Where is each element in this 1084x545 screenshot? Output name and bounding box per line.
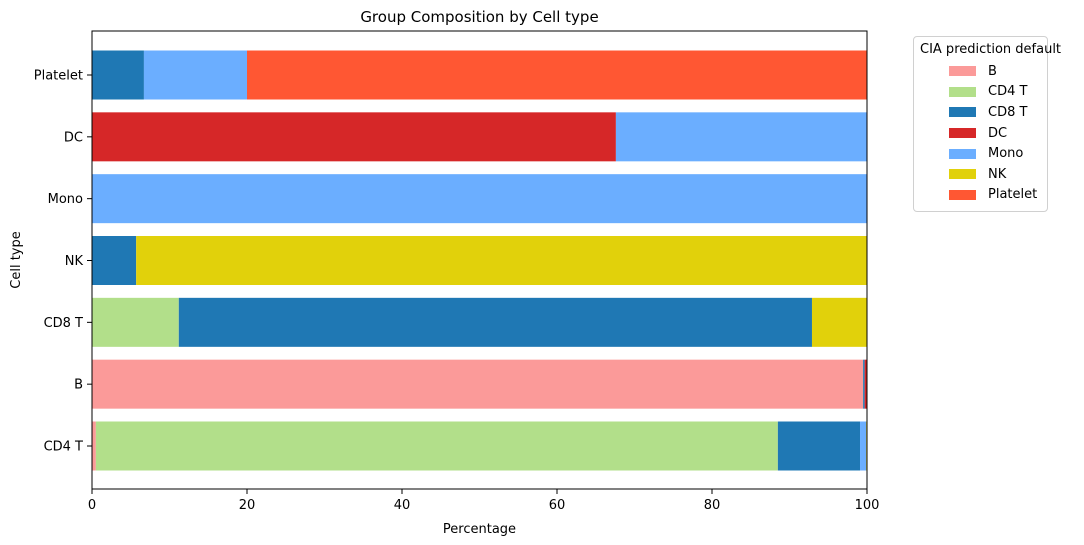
legend-title: CIA prediction default [920, 42, 1062, 57]
legend-label: CD8 T [988, 104, 1028, 120]
legend-item-nk: NK [920, 164, 1041, 185]
legend-swatch [949, 148, 976, 159]
x-tick-label: 0 [88, 498, 96, 513]
x-tick-label: 60 [549, 498, 566, 513]
bar-cd4-t-cd8-t [777, 421, 861, 471]
y-tick-label-platelet: Platelet [34, 69, 83, 84]
bar-dc-mono [615, 112, 867, 162]
bars-layer [92, 50, 868, 471]
legend-item-b: B [920, 61, 1041, 82]
legend-item-dc: DC [920, 123, 1041, 144]
x-tick-label: 20 [239, 498, 256, 513]
bar-platelet-platelet [247, 50, 867, 100]
legend-swatch [949, 66, 976, 77]
bar-platelet-mono [143, 50, 247, 100]
legend-item-mono: Mono [920, 143, 1041, 164]
x-axis: 0 20 40 60 80 100 [88, 489, 880, 513]
legend-swatch [949, 107, 976, 118]
x-tick-label: 80 [704, 498, 721, 513]
y-tick-label-dc: DC [64, 130, 83, 145]
legend-swatch [949, 86, 976, 97]
bar-dc-dc [92, 112, 616, 162]
y-tick-label-cd8-t: CD8 T [44, 316, 83, 331]
legend-label: DC [988, 125, 1008, 141]
legend-label: Platelet [988, 187, 1038, 203]
bar-nk-cd8-t [92, 236, 137, 285]
bar-cd8-t-nk [811, 297, 867, 347]
x-axis-label: Percentage [443, 522, 516, 537]
bar-nk-nk [136, 236, 868, 285]
legend-item-platelet: Platelet [920, 185, 1041, 206]
y-axis-label: Cell type [9, 231, 24, 288]
y-tick-label-nk: NK [65, 254, 84, 269]
bar-mono-mono [92, 174, 867, 224]
legend-items: B CD4 T CD8 T DC Mono NK Platelet [920, 61, 1041, 205]
legend-swatch [949, 189, 976, 200]
bar-cd8-t-cd4-t [92, 297, 179, 347]
legend-swatch [949, 128, 976, 139]
legend-label: B [988, 63, 997, 79]
x-tick-label: 40 [394, 498, 411, 513]
chart-title: Group Composition by Cell type [360, 8, 598, 26]
legend-item-cd8-t: CD8 T [920, 102, 1041, 123]
bar-platelet-cd8-t [92, 50, 144, 100]
bar-b-cd8-t [863, 359, 865, 409]
bar-b-dc [864, 359, 867, 409]
legend-swatch [949, 169, 976, 180]
y-tick-label-b: B [74, 378, 83, 393]
y-tick-label-cd4-t: CD4 T [44, 440, 83, 455]
bar-cd8-t-cd8-t [178, 297, 812, 347]
legend: CIA prediction default B CD4 T CD8 T DC Mono… [913, 36, 1062, 213]
legend-item-cd4-t: CD4 T [920, 82, 1041, 103]
legend-label: CD4 T [988, 84, 1028, 100]
legend-label: NK [988, 166, 1007, 182]
legend-label: Mono [988, 146, 1024, 162]
y-axis: CD4 T B CD8 T NK Mono DC Platelet [34, 69, 92, 455]
bar-cd4-t-b [92, 421, 96, 471]
bar-cd4-t-mono [860, 421, 867, 471]
y-tick-label-mono: Mono [48, 192, 83, 207]
bar-cd4-t-cd4-t [95, 421, 778, 471]
bar-b-b [92, 359, 864, 409]
x-tick-label: 100 [855, 498, 880, 513]
